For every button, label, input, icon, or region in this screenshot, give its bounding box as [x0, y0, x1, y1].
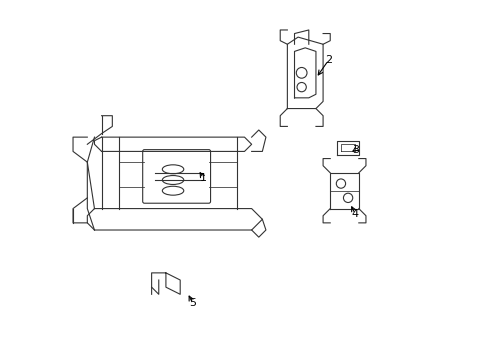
Text: 3: 3	[351, 145, 358, 155]
Text: 2: 2	[324, 55, 331, 65]
Text: 1: 1	[200, 173, 206, 183]
Text: 5: 5	[189, 298, 196, 308]
Text: 4: 4	[351, 209, 358, 219]
